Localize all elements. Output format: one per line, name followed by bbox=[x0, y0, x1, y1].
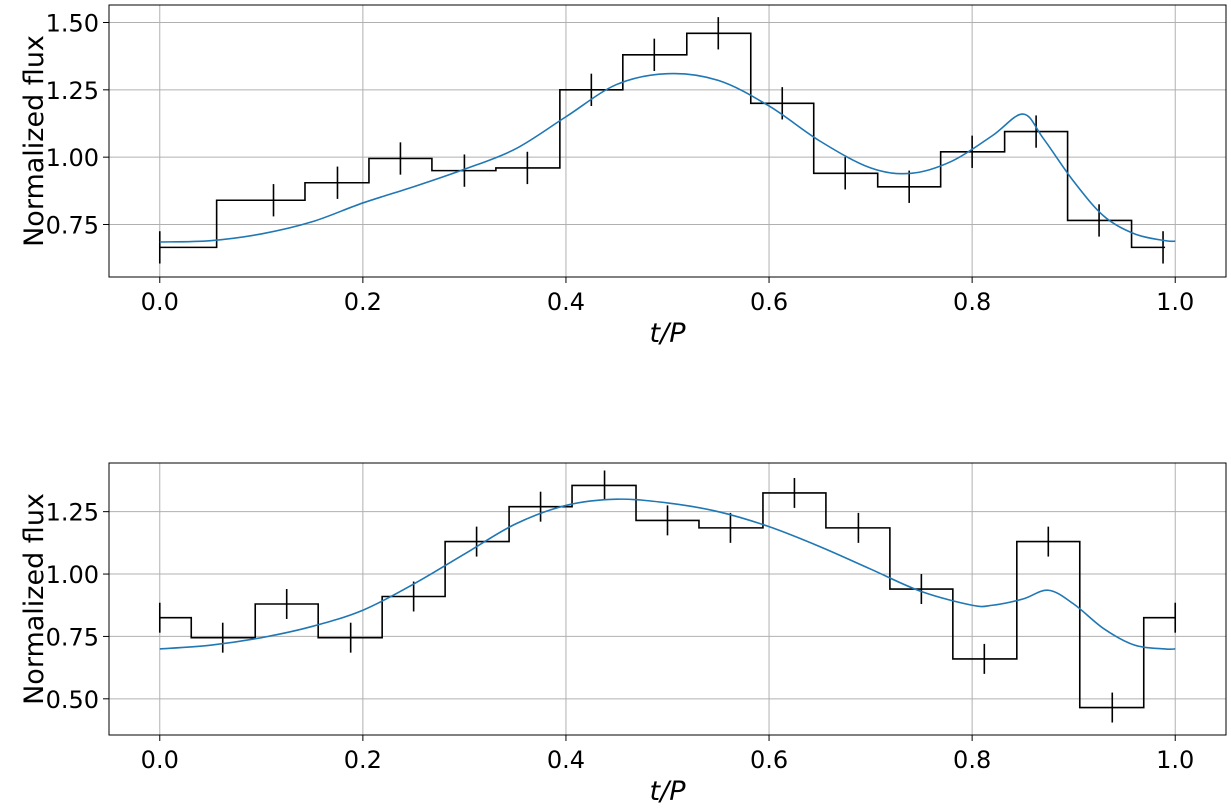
bottom-x-tick-label: 0.0 bbox=[141, 746, 179, 774]
top-y-tick-label: 1.50 bbox=[46, 10, 99, 38]
bottom-y-tick-label: 1.25 bbox=[46, 499, 99, 527]
top-y-ticks: 0.75 1.00 1.25 1.50 bbox=[46, 10, 109, 239]
bottom-x-tick-label: 1.0 bbox=[1156, 746, 1194, 774]
top-x-tick-label: 1.0 bbox=[1156, 288, 1194, 316]
top-x-axis-label: t/P bbox=[650, 318, 687, 349]
bottom-x-tick-label: 0.6 bbox=[750, 746, 788, 774]
bottom-model-curve bbox=[159, 498, 1176, 650]
top-panel: 0.0 0.2 0.4 0.6 0.8 1.0 0.751.001.251.50 t/P … bbox=[19, 4, 1227, 349]
bottom-y-tick-label: 0.75 bbox=[46, 623, 99, 651]
top-y-tick-label: 0.75 bbox=[46, 211, 99, 239]
bottom-model-line bbox=[159, 498, 1176, 650]
top-y-tick-label: 1.00 bbox=[46, 144, 99, 172]
top-step-histogram bbox=[159, 32, 1166, 249]
top-x-tick-label: 0.0 bbox=[141, 288, 179, 316]
top-error-bars bbox=[158, 17, 1164, 264]
bottom-error-bars bbox=[158, 470, 1177, 723]
top-y-tick-label: 1.25 bbox=[46, 77, 99, 105]
top-grid bbox=[109, 5, 1226, 277]
bottom-x-tick-label: 0.4 bbox=[547, 746, 585, 774]
top-axes-frame bbox=[108, 4, 1227, 278]
bottom-grid bbox=[109, 463, 1226, 735]
bottom-y-tick-label: 0.50 bbox=[46, 686, 99, 714]
top-model-curve bbox=[159, 72, 1176, 243]
top-y-axis-label: Normalized flux bbox=[19, 35, 50, 247]
top-x-tick-label: 0.6 bbox=[750, 288, 788, 316]
bottom-x-ticks: 0.0 0.2 0.4 0.6 0.8 1.0 bbox=[141, 735, 1194, 774]
top-step-line bbox=[159, 32, 1166, 249]
bottom-x-axis-label: t/P bbox=[650, 776, 687, 807]
top-model-line bbox=[159, 72, 1176, 243]
top-x-tick-label: 0.2 bbox=[344, 288, 382, 316]
bottom-panel: 0.0 0.2 0.4 0.6 0.8 1.0 0.500.751.001.25 t/P … bbox=[19, 462, 1227, 807]
bottom-y-tick-label: 1.00 bbox=[46, 561, 99, 589]
bottom-y-axis-label: Normalized flux bbox=[19, 493, 50, 705]
bottom-axes-frame bbox=[108, 462, 1227, 736]
bottom-x-tick-label: 0.2 bbox=[344, 746, 382, 774]
bottom-x-tick-label: 0.8 bbox=[953, 746, 991, 774]
top-x-tick-label: 0.4 bbox=[547, 288, 585, 316]
bottom-y-ticks: 0.50 0.75 1.00 1.25 bbox=[46, 499, 109, 714]
top-x-ticks: 0.0 0.2 0.4 0.6 0.8 1.0 bbox=[141, 277, 1194, 316]
top-x-tick-label: 0.8 bbox=[953, 288, 991, 316]
